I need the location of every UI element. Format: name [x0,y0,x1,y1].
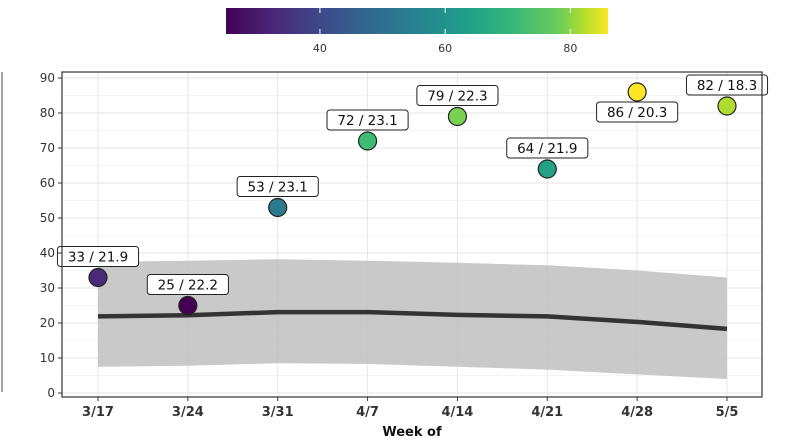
x-axis-title: Week of [382,425,442,440]
x-axis-ticks: 3/17 3/24 3/31 4/7 4/14 4/21 4/28 5/5 [82,397,738,420]
data-point [178,295,198,316]
data-point [717,96,737,116]
point-label-text: 86 / 20.3 [607,105,667,121]
colorbar: 40 60 80 [226,8,608,55]
point-label-box [56,246,140,267]
data-point [88,267,108,288]
x-tick-label: 3/17 [82,405,114,420]
plot-panel: 33 / 21.9 25 / 22.2 53 / 23.1 72 / 23.1 79 /… [56,71,769,398]
point-label-text: 64 / 21.9 [517,141,577,157]
y-tick-label: 20 [40,316,55,330]
x-tick-label: 4/7 [356,405,379,420]
point-label-text: 33 / 21.9 [68,250,128,266]
colorbar-ticks: 40 60 80 [313,8,577,55]
point-label: 25 / 22.2 [146,274,229,295]
y-tick-label: 60 [40,176,55,190]
x-tick-label: 5/5 [716,405,739,420]
point-label-text: 25 / 22.2 [158,278,218,294]
point-label-box [416,85,499,106]
point-label-text: 79 / 22.3 [427,89,487,105]
point-labels: 33 / 21.9 25 / 22.2 53 / 23.1 72 / 23.1 79 /… [56,74,769,295]
y-tick-label: 80 [40,106,55,120]
y-tick-label: 30 [40,281,55,295]
y-tick-label: 50 [40,211,55,225]
point-label-text: 72 / 23.1 [337,113,397,129]
point-label-box [236,176,319,197]
y-axis-ticks: 0 10 20 30 40 50 60 70 80 90 [40,71,62,400]
colorbar-gradient [226,8,608,34]
point-label: 72 / 23.1 [326,109,409,131]
colorbar-tick-label: 40 [313,42,327,55]
point-label: 79 / 22.3 [416,85,499,106]
point-label: 64 / 21.9 [506,137,589,159]
colorbar-tick-label: 80 [563,42,577,55]
x-tick-label: 4/14 [441,405,473,420]
x-tick-label: 3/31 [262,405,294,420]
data-point [447,106,468,127]
point-label-text: 82 / 18.3 [697,78,757,94]
data-point [627,82,647,102]
colorbar-tick-label: 60 [438,42,452,55]
point-label-box [506,137,589,159]
point-label: 82 / 18.3 [685,74,769,96]
point-label-box [326,109,409,131]
data-point [537,159,557,179]
point-label-box [685,74,769,96]
y-tick-label: 0 [47,386,55,400]
point-label-box [596,101,679,123]
data-points [88,82,737,316]
y-tick-label: 10 [40,351,55,365]
y-tick-label: 90 [40,71,55,85]
data-point [357,131,378,151]
point-label-box [146,274,229,295]
x-tick-label: 4/28 [621,405,653,420]
y-tick-label: 40 [40,246,55,260]
x-tick-label: 4/21 [531,405,563,420]
data-point [268,197,288,218]
x-tick-label: 3/24 [172,405,204,420]
confidence-band [98,259,727,379]
panel-border [61,71,763,398]
point-label-text: 53 / 23.1 [248,180,308,196]
point-label: 33 / 21.9 [56,246,140,267]
point-label: 86 / 20.3 [596,101,679,123]
trend-line [97,309,728,332]
point-label: 53 / 23.1 [236,176,319,197]
y-tick-label: 70 [40,141,55,155]
